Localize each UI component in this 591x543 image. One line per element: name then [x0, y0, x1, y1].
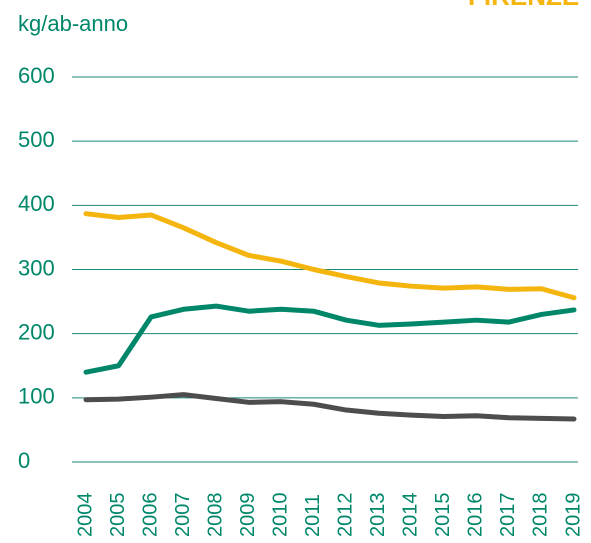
y-tick-label: 200	[18, 319, 55, 344]
x-tick-label: 2014	[400, 493, 422, 538]
x-tick-label: 2016	[465, 492, 487, 537]
x-tick-label: 2011	[302, 494, 324, 537]
y-tick-label: 500	[18, 127, 55, 152]
y-tick-label: 400	[18, 191, 55, 216]
chart-title: FIRENZE	[468, 0, 579, 11]
x-tick-label: 2007	[172, 493, 194, 538]
y-tick-label: 100	[18, 384, 55, 409]
y-axis-label: kg/ab-anno	[18, 11, 128, 36]
x-tick-label: 2012	[335, 493, 357, 538]
y-tick-label: 600	[18, 63, 55, 88]
x-tick-label: 2018	[530, 493, 552, 538]
x-tick-label: 2010	[269, 493, 291, 538]
x-tick-label: 2006	[139, 493, 161, 538]
series-line	[83, 392, 577, 422]
x-tick-label: 2019	[562, 493, 584, 538]
x-tick-label: 2017	[497, 492, 519, 537]
x-tick-label: 2005	[107, 493, 129, 538]
x-tick-label: 2008	[204, 493, 226, 538]
y-tick-label: 0	[18, 448, 30, 473]
x-tick-label: 2009	[237, 493, 259, 538]
y-tick-label: 300	[18, 255, 55, 280]
series-line	[83, 211, 577, 301]
x-tick-label: 2013	[367, 493, 389, 538]
x-tick-label: 2004	[74, 493, 96, 538]
x-tick-label: 2015	[432, 493, 454, 538]
series-line	[83, 303, 577, 375]
